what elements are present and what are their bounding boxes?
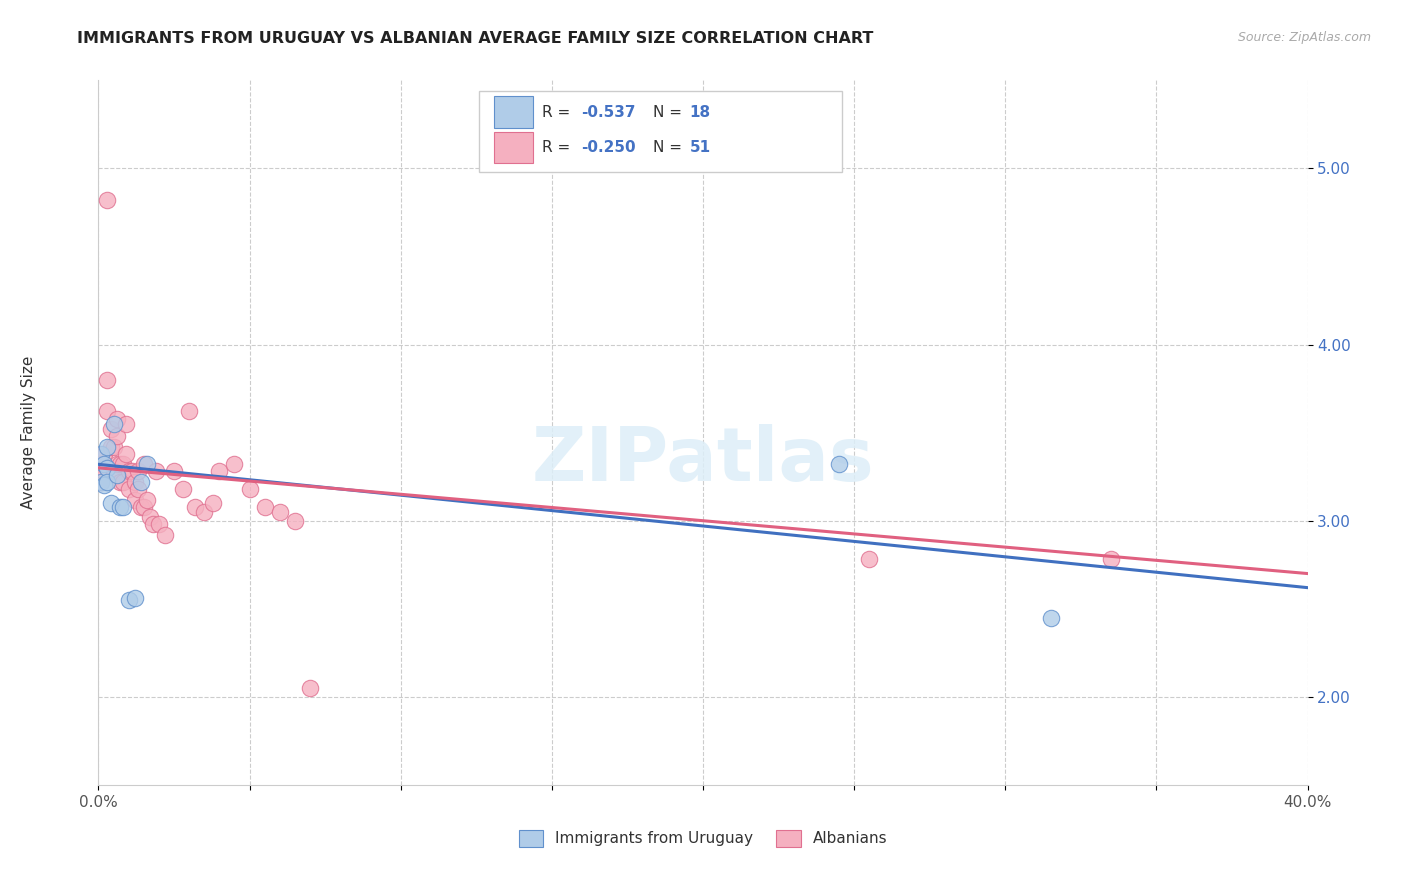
Point bbox=[153, 528, 176, 542]
Point bbox=[129, 475, 152, 489]
Point bbox=[108, 475, 131, 489]
Point bbox=[828, 458, 851, 472]
Point bbox=[239, 482, 262, 496]
Point bbox=[118, 464, 141, 478]
Point bbox=[100, 422, 122, 436]
Point bbox=[105, 411, 128, 425]
Point bbox=[118, 482, 141, 496]
Point bbox=[103, 440, 125, 454]
Point bbox=[184, 500, 207, 514]
Text: R =: R = bbox=[543, 140, 575, 155]
Point bbox=[284, 514, 307, 528]
Point bbox=[124, 492, 146, 507]
Point bbox=[139, 510, 162, 524]
Point bbox=[96, 475, 118, 489]
Point bbox=[202, 496, 225, 510]
Point bbox=[124, 591, 146, 606]
Text: 51: 51 bbox=[690, 140, 711, 155]
Text: N =: N = bbox=[654, 105, 688, 120]
Text: R =: R = bbox=[543, 105, 575, 120]
Point bbox=[269, 505, 291, 519]
Point bbox=[299, 681, 322, 695]
Point bbox=[93, 458, 115, 472]
Point bbox=[172, 482, 194, 496]
Point bbox=[105, 467, 128, 482]
Point bbox=[100, 496, 122, 510]
Point bbox=[90, 458, 112, 472]
Legend: Immigrants from Uruguay, Albanians: Immigrants from Uruguay, Albanians bbox=[510, 822, 896, 855]
Point bbox=[90, 447, 112, 461]
Point bbox=[103, 464, 125, 478]
Point bbox=[90, 475, 112, 489]
Point bbox=[93, 478, 115, 492]
Point bbox=[96, 461, 118, 475]
Text: -0.537: -0.537 bbox=[581, 105, 636, 120]
Point bbox=[208, 464, 231, 478]
Point bbox=[163, 464, 186, 478]
Point bbox=[253, 500, 276, 514]
Point bbox=[96, 404, 118, 418]
Point bbox=[111, 458, 134, 472]
Point bbox=[96, 373, 118, 387]
Point bbox=[135, 458, 157, 472]
Point bbox=[1099, 552, 1122, 566]
Point bbox=[127, 464, 149, 478]
Y-axis label: Average Family Size: Average Family Size bbox=[21, 356, 37, 509]
Point bbox=[114, 447, 136, 461]
Point bbox=[858, 552, 880, 566]
Point bbox=[132, 500, 155, 514]
Point bbox=[193, 505, 215, 519]
Text: IMMIGRANTS FROM URUGUAY VS ALBANIAN AVERAGE FAMILY SIZE CORRELATION CHART: IMMIGRANTS FROM URUGUAY VS ALBANIAN AVER… bbox=[77, 31, 873, 46]
Point bbox=[100, 440, 122, 454]
Point bbox=[105, 429, 128, 443]
Point bbox=[135, 492, 157, 507]
Point bbox=[132, 458, 155, 472]
Point bbox=[105, 458, 128, 472]
Point bbox=[145, 464, 167, 478]
FancyBboxPatch shape bbox=[479, 91, 842, 172]
Point bbox=[111, 500, 134, 514]
FancyBboxPatch shape bbox=[494, 132, 533, 163]
Point bbox=[1039, 610, 1062, 624]
Point bbox=[108, 458, 131, 472]
Point bbox=[224, 458, 246, 472]
Text: Source: ZipAtlas.com: Source: ZipAtlas.com bbox=[1237, 31, 1371, 45]
Point bbox=[93, 464, 115, 478]
Text: 18: 18 bbox=[690, 105, 711, 120]
Point bbox=[142, 517, 165, 532]
Point bbox=[111, 475, 134, 489]
Point bbox=[148, 517, 170, 532]
FancyBboxPatch shape bbox=[494, 96, 533, 128]
Point bbox=[108, 500, 131, 514]
Text: N =: N = bbox=[654, 140, 688, 155]
Point bbox=[96, 440, 118, 454]
Point bbox=[114, 417, 136, 431]
Point bbox=[118, 593, 141, 607]
Point bbox=[124, 475, 146, 489]
Point bbox=[90, 475, 112, 489]
Point bbox=[129, 500, 152, 514]
Point bbox=[121, 464, 143, 478]
Point bbox=[96, 193, 118, 207]
Text: -0.250: -0.250 bbox=[581, 140, 636, 155]
Point bbox=[103, 417, 125, 431]
Text: ZIPatlas: ZIPatlas bbox=[531, 425, 875, 498]
Point bbox=[127, 482, 149, 496]
Point bbox=[179, 404, 201, 418]
Point bbox=[93, 447, 115, 461]
